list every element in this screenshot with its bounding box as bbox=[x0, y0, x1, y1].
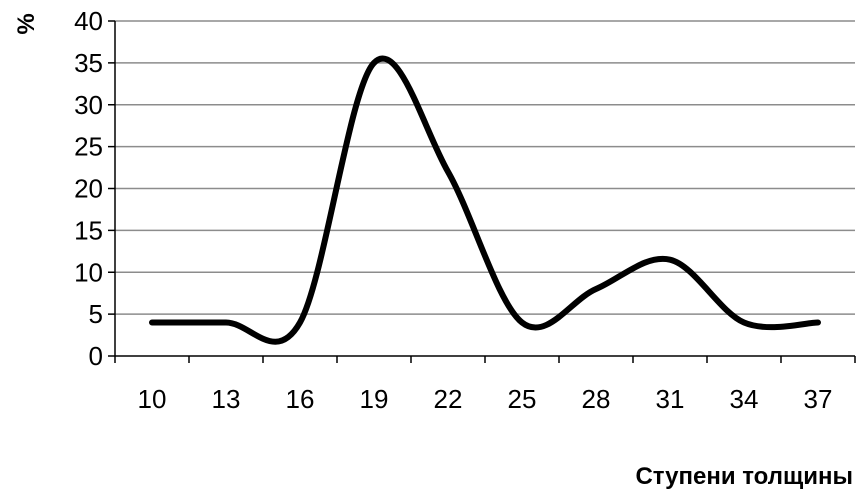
x-tick-label-13: 13 bbox=[212, 384, 241, 414]
y-tick-label-10: 10 bbox=[74, 257, 103, 287]
y-tick-label-30: 30 bbox=[74, 90, 103, 120]
x-tick-label-28: 28 bbox=[582, 384, 611, 414]
y-tick-label-40: 40 bbox=[74, 6, 103, 36]
y-tick-label-35: 35 bbox=[74, 48, 103, 78]
series-layer bbox=[149, 55, 821, 345]
x-tick-label-10: 10 bbox=[138, 384, 167, 414]
x-tick-label-31: 31 bbox=[656, 384, 685, 414]
tick-labels: 0 5 10 15 20 25 30 35 40 10 13 16 19 22 25 28 31 34 37 bbox=[74, 6, 832, 414]
series-line-0 bbox=[149, 55, 821, 345]
x-tick-label-19: 19 bbox=[360, 384, 389, 414]
x-tick-label-16: 16 bbox=[286, 384, 315, 414]
y-tick-label-0: 0 bbox=[89, 341, 103, 371]
x-tick-label-25: 25 bbox=[508, 384, 537, 414]
x-tick-label-37: 37 bbox=[804, 384, 833, 414]
x-tick-label-22: 22 bbox=[434, 384, 463, 414]
y-tick-label-20: 20 bbox=[74, 174, 103, 204]
x-tick-label-34: 34 bbox=[730, 384, 759, 414]
axes bbox=[108, 20, 856, 363]
y-tick-label-25: 25 bbox=[74, 132, 103, 162]
grid-lines bbox=[115, 20, 855, 315]
y-tick-label-15: 15 bbox=[74, 215, 103, 245]
y-tick-label-5: 5 bbox=[89, 299, 103, 329]
y-axis-title: % bbox=[13, 13, 40, 34]
x-axis-title: Ступени толщины bbox=[635, 463, 853, 490]
